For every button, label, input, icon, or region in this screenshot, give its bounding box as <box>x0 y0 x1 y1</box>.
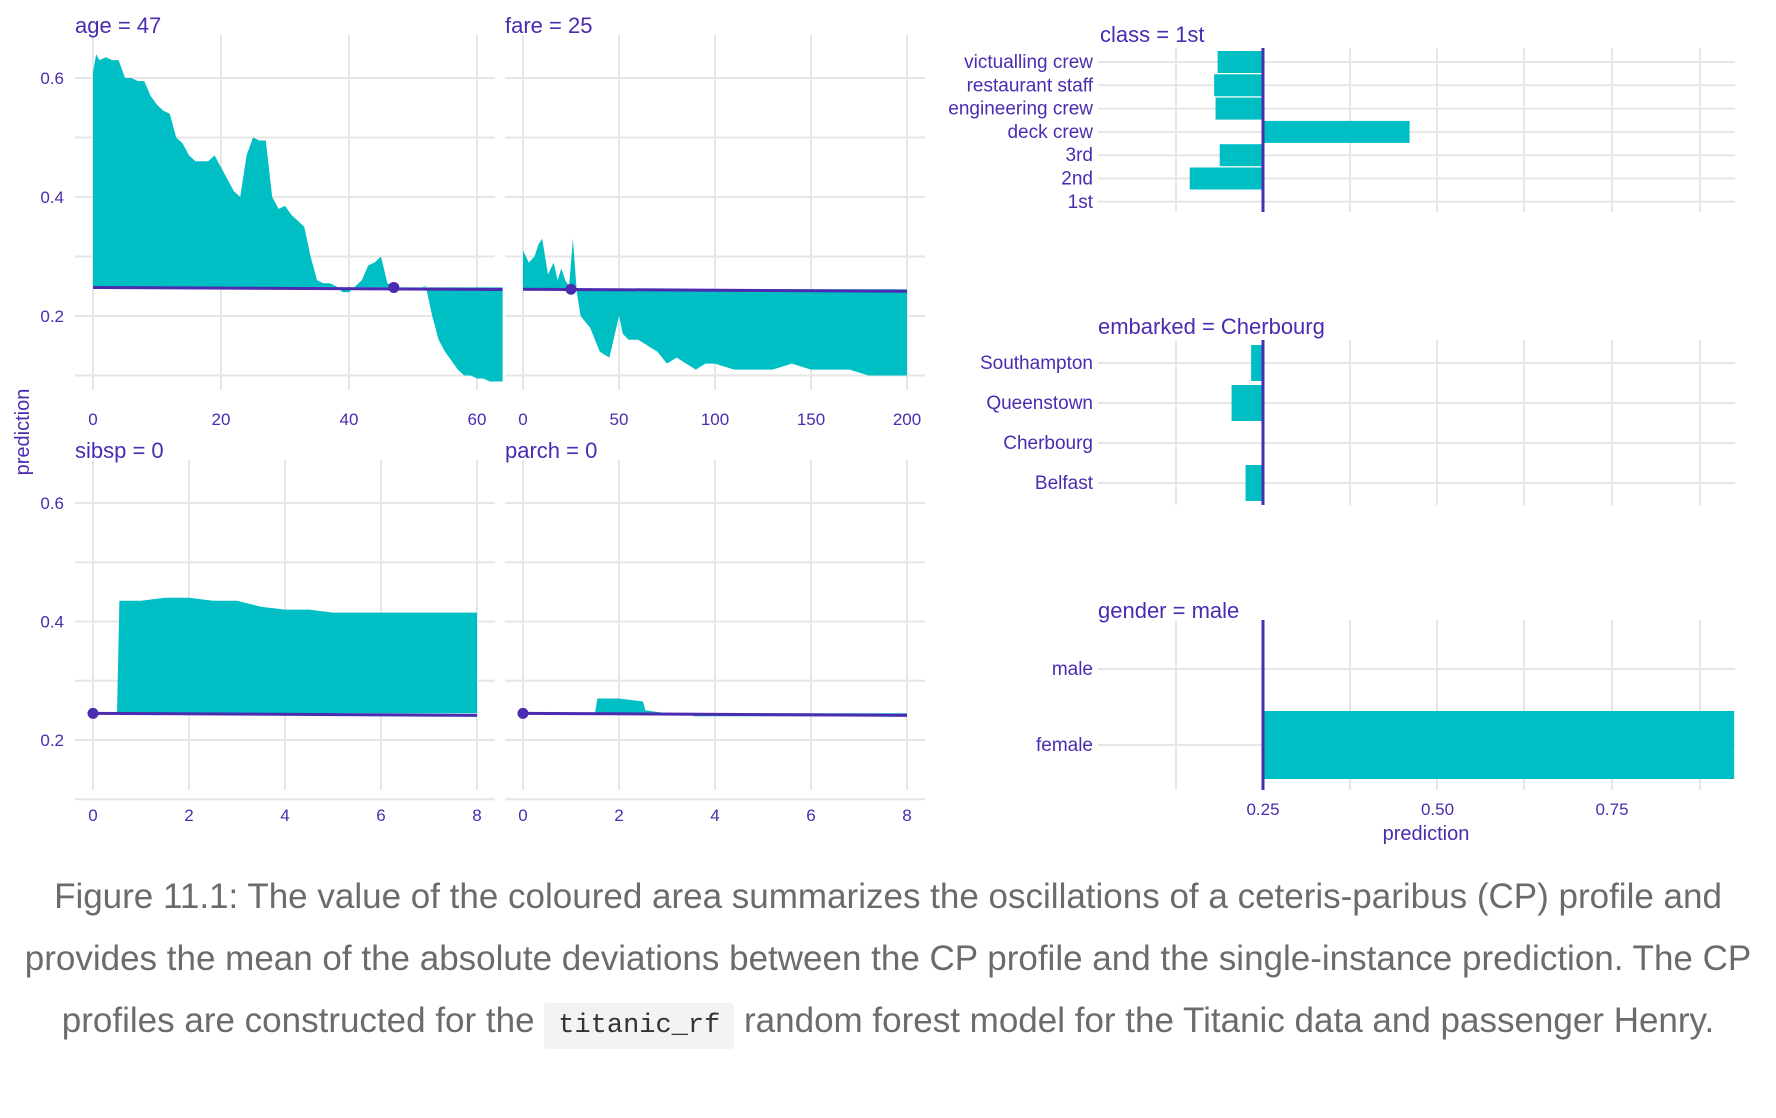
x-tick-label: 50 <box>610 410 629 429</box>
caption-text: Figure 11.1: The value of the coloured a… <box>24 877 1752 1040</box>
x-tick-label: 0 <box>518 806 527 825</box>
caption-text-end: random forest model for the Titanic data… <box>734 1001 1715 1040</box>
deviation-area <box>523 238 907 376</box>
category-label: Belfast <box>1035 473 1094 494</box>
category-label: deck crew <box>1007 122 1093 143</box>
x-tick-label: 0 <box>88 806 97 825</box>
panel-title: age = 47 <box>75 13 161 38</box>
panel-title: parch = 0 <box>505 438 597 463</box>
x-tick-label: 100 <box>701 410 729 429</box>
y-tick-label: 0.4 <box>40 188 64 207</box>
x-tick-label: 6 <box>376 806 385 825</box>
y-tick-label: 0.6 <box>40 494 64 513</box>
panel-title: embarked = Cherbourg <box>1098 314 1325 339</box>
x-tick-label: 40 <box>340 410 359 429</box>
prediction-line <box>522 711 908 717</box>
panel-title: class = 1st <box>1100 22 1205 47</box>
bar-deck-crew <box>1263 120 1410 143</box>
x-tick-label: 0.50 <box>1421 800 1454 819</box>
y-tick-label: 0.2 <box>40 731 64 750</box>
observation-point <box>388 281 400 293</box>
bar-female <box>1263 711 1735 779</box>
bar-engineering-crew <box>1215 97 1263 120</box>
bar-Belfast <box>1245 465 1263 501</box>
deviation-area <box>93 54 503 382</box>
category-label: female <box>1036 735 1093 756</box>
parch-profile-panel: 0 2 4 6 8 parch = 0 <box>505 438 925 825</box>
x-tick-label: 8 <box>472 806 481 825</box>
figure-caption: Figure 11.1: The value of the coloured a… <box>0 866 1776 1057</box>
category-label: restaurant staff <box>967 75 1094 96</box>
bar-Queenstown <box>1231 385 1263 421</box>
x-tick-label: 0 <box>518 410 527 429</box>
y-tick-label: 0.4 <box>40 613 64 632</box>
category-label: male <box>1052 659 1093 680</box>
category-label: Southampton <box>980 353 1093 374</box>
age-profile-panel: 0 20 40 60 0.2 0.4 0.6 age = 47 <box>40 13 503 429</box>
gender-bar-panel: male female gender = male 0.25 0.50 0.75 <box>1036 598 1735 819</box>
bar-Southampton <box>1251 345 1263 381</box>
embarked-bar-panel: Southampton Queenstown Cherbourg Belfast emb… <box>980 314 1735 505</box>
x-tick-label: 4 <box>710 806 719 825</box>
x-tick-label: 6 <box>806 806 815 825</box>
x-tick-label: 200 <box>893 410 921 429</box>
x-tick-label: 150 <box>797 410 825 429</box>
x-tick-label: 0.25 <box>1246 800 1279 819</box>
category-label: Cherbourg <box>1003 433 1093 454</box>
x-tick-label: 2 <box>614 806 623 825</box>
bar-2nd <box>1189 167 1263 190</box>
category-label: 2nd <box>1061 169 1093 190</box>
deviation-area <box>93 597 477 714</box>
bar-restaurant-staff <box>1214 74 1263 97</box>
x-tick-label: 2 <box>184 806 193 825</box>
observation-point <box>517 707 529 719</box>
x-axis-title: prediction <box>1383 823 1470 845</box>
category-label: engineering crew <box>948 99 1093 120</box>
y-tick-label: 0.2 <box>40 307 64 326</box>
deviation-area <box>523 698 907 717</box>
panel-title: fare = 25 <box>505 13 592 38</box>
prediction-line <box>92 711 478 717</box>
model-name-code: titanic_rf <box>544 1003 735 1049</box>
x-tick-label: 20 <box>212 410 231 429</box>
category-label: 1st <box>1068 192 1094 213</box>
x-tick-label: 8 <box>902 806 911 825</box>
bar-victualling-crew <box>1217 51 1263 73</box>
bar-3rd <box>1219 144 1263 167</box>
x-tick-label: 0.75 <box>1595 800 1628 819</box>
fare-profile-panel: 0 50 100 150 200 fare = 25 <box>505 13 925 429</box>
prediction-line <box>92 285 503 291</box>
x-tick-label: 0 <box>88 410 97 429</box>
panel-title: gender = male <box>1098 598 1239 623</box>
category-label: 3rd <box>1066 145 1093 166</box>
sibsp-profile-panel: 0 2 4 6 8 0.2 0.4 0.6 sibsp = 0 <box>40 438 495 825</box>
y-tick-label: 0.6 <box>40 69 64 88</box>
observation-point <box>87 707 99 719</box>
category-label: Queenstown <box>986 393 1093 414</box>
prediction-line <box>522 287 908 293</box>
y-axis-title: prediction <box>12 389 34 476</box>
x-tick-label: 4 <box>280 806 289 825</box>
category-label: victualling crew <box>964 52 1093 73</box>
panel-title: sibsp = 0 <box>75 438 164 463</box>
observation-point <box>565 283 577 295</box>
x-tick-label: 60 <box>468 410 487 429</box>
